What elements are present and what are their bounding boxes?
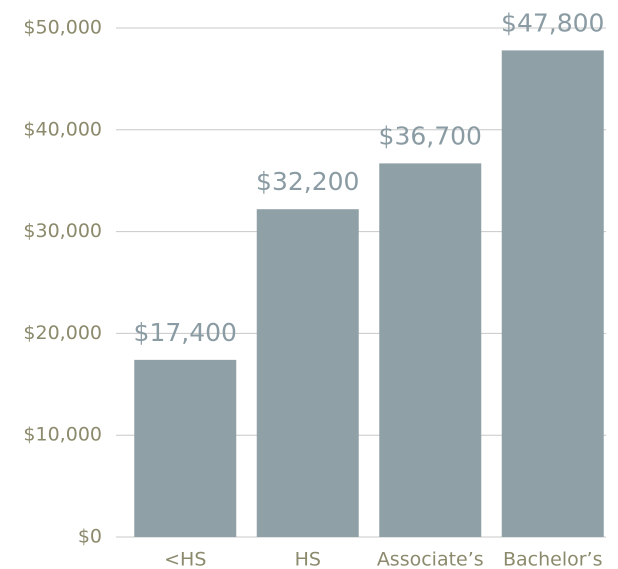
value-label: $17,400 — [134, 318, 237, 347]
y-tick-label: $50,000 — [23, 17, 102, 39]
bar — [134, 359, 237, 537]
y-tick-label: $30,000 — [23, 220, 102, 242]
x-tick-label: Associate’s — [377, 549, 484, 569]
value-label: $32,200 — [256, 167, 359, 196]
y-tick-label: $20,000 — [23, 322, 102, 344]
bar — [256, 209, 359, 538]
x-tick-label: <HS — [164, 549, 206, 569]
bar — [501, 50, 604, 538]
bar — [379, 163, 482, 538]
x-tick-label: HS — [295, 549, 321, 569]
y-tick-label: $0 — [78, 526, 102, 548]
x-tick-label: Bachelor’s — [503, 549, 603, 569]
value-label: $36,700 — [379, 121, 482, 150]
y-tick-label: $10,000 — [23, 424, 102, 446]
value-label: $47,800 — [501, 8, 604, 37]
y-tick-label: $40,000 — [23, 118, 102, 140]
